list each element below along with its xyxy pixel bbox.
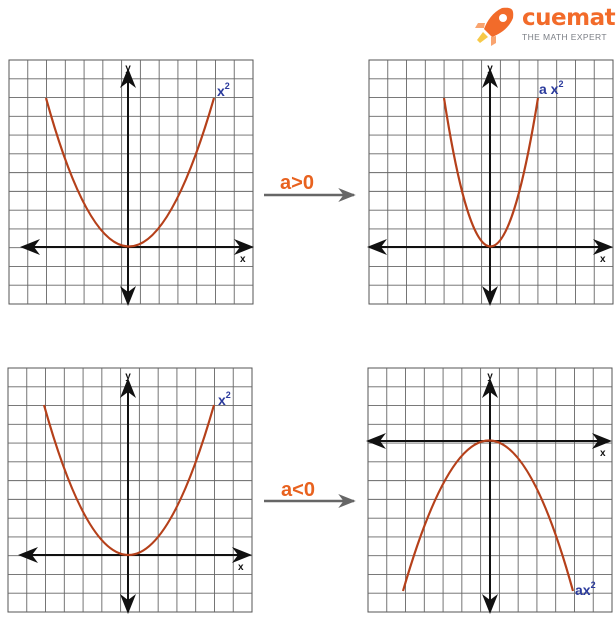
panel-bottom-left: x y x2 [7,367,253,614]
y-axis-label: y [125,63,131,74]
x-axis-label: x [600,254,606,265]
brand-tagline: THE MATH EXPERT [522,32,608,42]
x-axis-label: x [240,254,246,265]
parabola-curve [44,97,216,248]
y-axis-label: y [487,63,493,74]
curve-label: ax2 [575,580,596,598]
rocket-icon [475,7,514,46]
curve-label: x2 [217,81,230,99]
y-axis-label: y [487,371,493,382]
condition-label: a<0 [281,479,315,501]
brand-name: cuemath [522,5,616,31]
cuemath-logo: cuemath THE MATH EXPERT [470,3,616,47]
transition-bottom: a<0 [264,479,356,508]
parabola-curve [401,439,575,592]
parabola-curve [42,404,216,557]
panel-bottom-right: x y ax2 [366,367,613,614]
transition-top: a>0 [264,172,356,202]
condition-label: a>0 [280,172,314,194]
panel-top-right: x y a x2 [367,59,614,306]
x-axis-label: x [238,562,244,573]
curve-label: x2 [218,390,231,408]
y-axis-label: y [125,371,131,382]
curve-label: a x2 [539,79,563,97]
parabola-curve [442,97,540,248]
x-axis-label: x [600,448,606,459]
panel-top-left: x y x2 [8,59,254,306]
grid-frame [7,367,253,613]
